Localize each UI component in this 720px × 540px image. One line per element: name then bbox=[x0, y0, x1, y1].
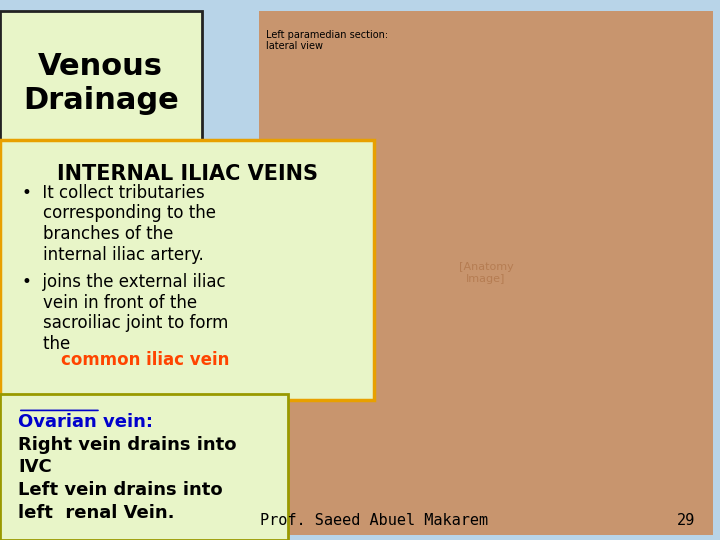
Text: common iliac vein: common iliac vein bbox=[61, 351, 230, 369]
Text: Prof. Saeed Abuel Makarem: Prof. Saeed Abuel Makarem bbox=[261, 513, 488, 528]
Text: 29: 29 bbox=[677, 513, 695, 528]
Text: Left vein drains into: Left vein drains into bbox=[18, 481, 222, 499]
Text: left  renal Vein.: left renal Vein. bbox=[18, 504, 174, 522]
FancyBboxPatch shape bbox=[0, 394, 288, 540]
Text: [Anatomy
Image]: [Anatomy Image] bbox=[459, 262, 513, 284]
Text: •  It collect tributaries
    corresponding to the
    branches of the
    inter: • It collect tributaries corresponding t… bbox=[22, 184, 215, 264]
Text: Venous
Drainage: Venous Drainage bbox=[23, 52, 179, 115]
FancyBboxPatch shape bbox=[0, 11, 202, 157]
Text: INTERNAL ILIAC VEINS: INTERNAL ILIAC VEINS bbox=[57, 164, 318, 184]
Text: Left paramedian section:
lateral view: Left paramedian section: lateral view bbox=[266, 30, 389, 51]
FancyBboxPatch shape bbox=[259, 11, 713, 535]
FancyBboxPatch shape bbox=[0, 140, 374, 400]
Text: IVC: IVC bbox=[18, 458, 52, 476]
Text: Right vein drains into: Right vein drains into bbox=[18, 436, 236, 454]
Text: Ovarian vein:: Ovarian vein: bbox=[18, 413, 153, 431]
Text: •  joins the external iliac
    vein in front of the
    sacroiliac joint to for: • joins the external iliac vein in front… bbox=[22, 273, 228, 353]
